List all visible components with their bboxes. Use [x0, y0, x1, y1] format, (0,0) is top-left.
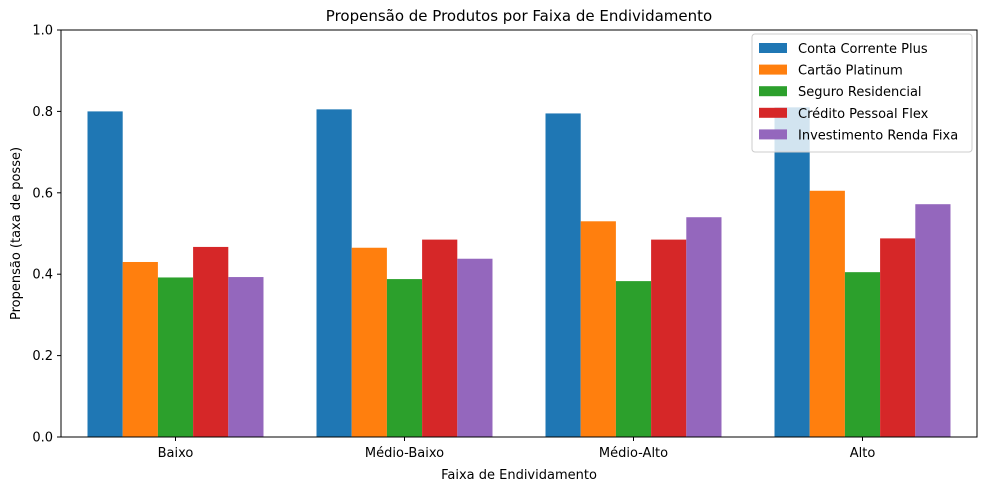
x-tick-label: Médio-Alto	[599, 446, 668, 461]
bar-3-1	[422, 239, 458, 437]
bar-1-0	[122, 261, 158, 437]
y-tick-label: 0.6	[32, 186, 53, 201]
legend: Conta Corrente Plus Cartão Platinum Seguro…	[751, 33, 973, 153]
y-tick-label: 1.0	[32, 24, 53, 39]
legend-swatch	[759, 86, 787, 97]
bar-2-1	[386, 279, 423, 437]
bar-1-2	[580, 221, 616, 437]
bar-3-3	[880, 238, 916, 437]
x-axis: Baixo Médio-Baixo Médio-Alto Alto	[158, 437, 876, 461]
legend-swatch	[759, 64, 787, 75]
bars-layer	[87, 107, 951, 438]
bar-2-2	[615, 281, 652, 437]
x-tick-label: Baixo	[158, 446, 194, 461]
legend-box	[751, 33, 973, 153]
bar-2-0	[157, 277, 194, 437]
y-tick-label: 0.8	[32, 105, 53, 120]
plot-frame	[60, 29, 978, 438]
x-tick-label: Médio-Baixo	[365, 446, 444, 461]
bar-0-1	[316, 109, 352, 438]
x-tick-label: Alto	[850, 446, 876, 461]
legend-label: Seguro Residencial	[798, 85, 922, 100]
legend-swatch	[759, 107, 787, 118]
bar-3-0	[193, 246, 229, 437]
bar-1-3	[809, 190, 845, 437]
bar-0-2	[545, 113, 581, 437]
bar-4-0	[228, 277, 264, 437]
bar-4-2	[686, 217, 722, 437]
legend-swatch	[759, 43, 787, 53]
y-tick-label: 0.0	[32, 431, 53, 446]
bar-3-2	[651, 239, 687, 437]
y-axis-label: Propensão (taxa de posse)	[9, 147, 24, 320]
y-tick-label: 0.2	[32, 349, 53, 364]
chart-title: Propensão de Produtos por Faixa de Endiv…	[326, 7, 712, 25]
legend-label: Crédito Pessoal Flex	[798, 107, 929, 122]
bar-0-0	[87, 111, 123, 438]
bar-4-1	[457, 258, 493, 437]
legend-label: Cartão Platinum	[798, 64, 903, 79]
bar-4-3	[915, 204, 951, 437]
bar-1-1	[351, 247, 387, 437]
bar-2-3	[844, 272, 881, 437]
x-axis-label: Faixa de Endividamento	[441, 468, 597, 483]
legend-label: Conta Corrente Plus	[798, 42, 928, 57]
legend-swatch	[759, 129, 787, 140]
bar-0-3	[774, 107, 810, 437]
y-tick-label: 0.4	[32, 268, 53, 283]
legend-label: Investimento Renda Fixa	[798, 128, 958, 143]
y-axis: 0.0 0.2 0.4 0.6 0.8 1.0	[32, 24, 61, 446]
